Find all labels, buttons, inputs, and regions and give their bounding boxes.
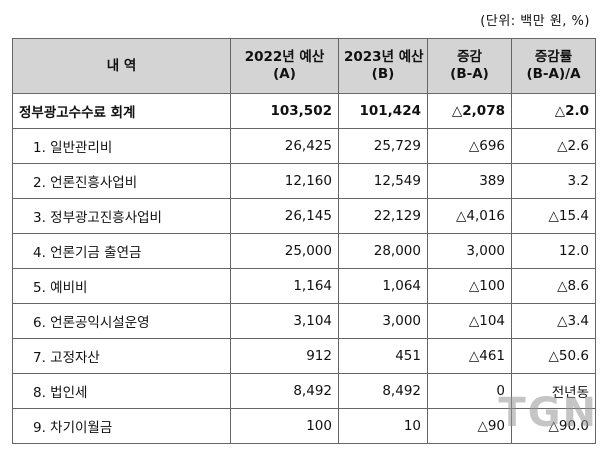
cell-rate: 3.2 [511, 163, 596, 199]
cell-2023: 1,064 [338, 268, 428, 304]
cell-2022: 1,164 [230, 268, 339, 304]
cell-rate: △2.6 [511, 128, 596, 164]
table-row: 9. 차기이월금 100 10 △90 △90.0 [12, 408, 596, 444]
cell-2023: 8,492 [338, 373, 428, 409]
cell-2023: 25,729 [338, 128, 428, 164]
cell-2022: 103,502 [230, 93, 339, 129]
watermark-logo: TGN [498, 390, 598, 436]
row-name: 9. 차기이월금 [12, 408, 231, 444]
cell-2022: 100 [230, 408, 339, 444]
table-row: 1. 일반관리비 26,425 25,729 △696 △2.6 [12, 128, 596, 164]
row-name: 정부광고수수료 회계 [12, 93, 231, 129]
header-row: 내 역 2022년 예산 (A) 2023년 예산 (B) 증감 (B-A) 증감률(… [12, 38, 596, 94]
table-row: 2. 언론진흥사업비 12,160 12,549 389 3.2 [12, 163, 596, 199]
cell-rate: △90.0 [511, 408, 596, 444]
cell-2022: 26,145 [230, 198, 339, 234]
table-row: 4. 언론기금 출연금 25,000 28,000 3,000 12.0 [12, 233, 596, 269]
cell-2022: 25,000 [230, 233, 339, 269]
header-change: 증감 (B-A) [427, 38, 512, 94]
cell-change: △90 [427, 408, 512, 444]
cell-2022: 8,492 [230, 373, 339, 409]
cell-rate: △2.0 [511, 93, 596, 129]
cell-change: △696 [427, 128, 512, 164]
cell-rate: △8.6 [511, 268, 596, 304]
cell-2022: 912 [230, 338, 339, 374]
cell-2023: 10 [338, 408, 428, 444]
cell-2023: 101,424 [338, 93, 428, 129]
row-name: 1. 일반관리비 [12, 128, 231, 164]
row-name: 5. 예비비 [12, 268, 231, 304]
table-row: 8. 법인세 8,492 8,492 0 전년동 [12, 373, 596, 409]
cell-change: 3,000 [427, 233, 512, 269]
table-row: 7. 고정자산 912 451 △461 △50.6 [12, 338, 596, 374]
cell-2023: 451 [338, 338, 428, 374]
cell-change: 0 [427, 373, 512, 409]
row-name: 6. 언론공익시설운영 [12, 303, 231, 339]
header-item: 내 역 [12, 38, 231, 94]
header-change-rate: 증감률 (B-A)/A [511, 38, 596, 94]
table-row-total: 정부광고수수료 회계 103,502 101,424 △2,078 △2.0 [12, 93, 596, 129]
budget-table: 내 역 2022년 예산 (A) 2023년 예산 (B) 증감 (B-A) 증감률(… [12, 38, 596, 444]
cell-change: 389 [427, 163, 512, 199]
row-name: 2. 언론진흥사업비 [12, 163, 231, 199]
cell-2023: 22,129 [338, 198, 428, 234]
cell-change: △4,016 [427, 198, 512, 234]
table-row: 5. 예비비 1,164 1,064 △100 △8.6 [12, 268, 596, 304]
cell-rate: 전년동 [511, 373, 596, 409]
row-name: 8. 법인세 [12, 373, 231, 409]
row-name: 4. 언론기금 출연금 [12, 233, 231, 269]
cell-change: △104 [427, 303, 512, 339]
cell-2023: 28,000 [338, 233, 428, 269]
table-row: 3. 정부광고진흥사업비 26,145 22,129 △4,016 △15.4 [12, 198, 596, 234]
row-name: 7. 고정자산 [12, 338, 231, 374]
cell-2022: 3,104 [230, 303, 339, 339]
cell-change: △2,078 [427, 93, 512, 129]
cell-rate: △50.6 [511, 338, 596, 374]
cell-rate: 12.0 [511, 233, 596, 269]
cell-2022: 12,160 [230, 163, 339, 199]
cell-change: △100 [427, 268, 512, 304]
cell-2023: 12,549 [338, 163, 428, 199]
header-2023-budget: 2023년 예산 (B) [338, 38, 428, 94]
cell-change: △461 [427, 338, 512, 374]
unit-note: (단위: 백만 원, %) [480, 14, 590, 29]
header-2022-budget: 2022년 예산 (A) [230, 38, 339, 94]
table-row: 6. 언론공익시설운영 3,104 3,000 △104 △3.4 [12, 303, 596, 339]
cell-2023: 3,000 [338, 303, 428, 339]
row-name: 3. 정부광고진흥사업비 [12, 198, 231, 234]
cell-rate: △15.4 [511, 198, 596, 234]
cell-rate: △3.4 [511, 303, 596, 339]
cell-2022: 26,425 [230, 128, 339, 164]
